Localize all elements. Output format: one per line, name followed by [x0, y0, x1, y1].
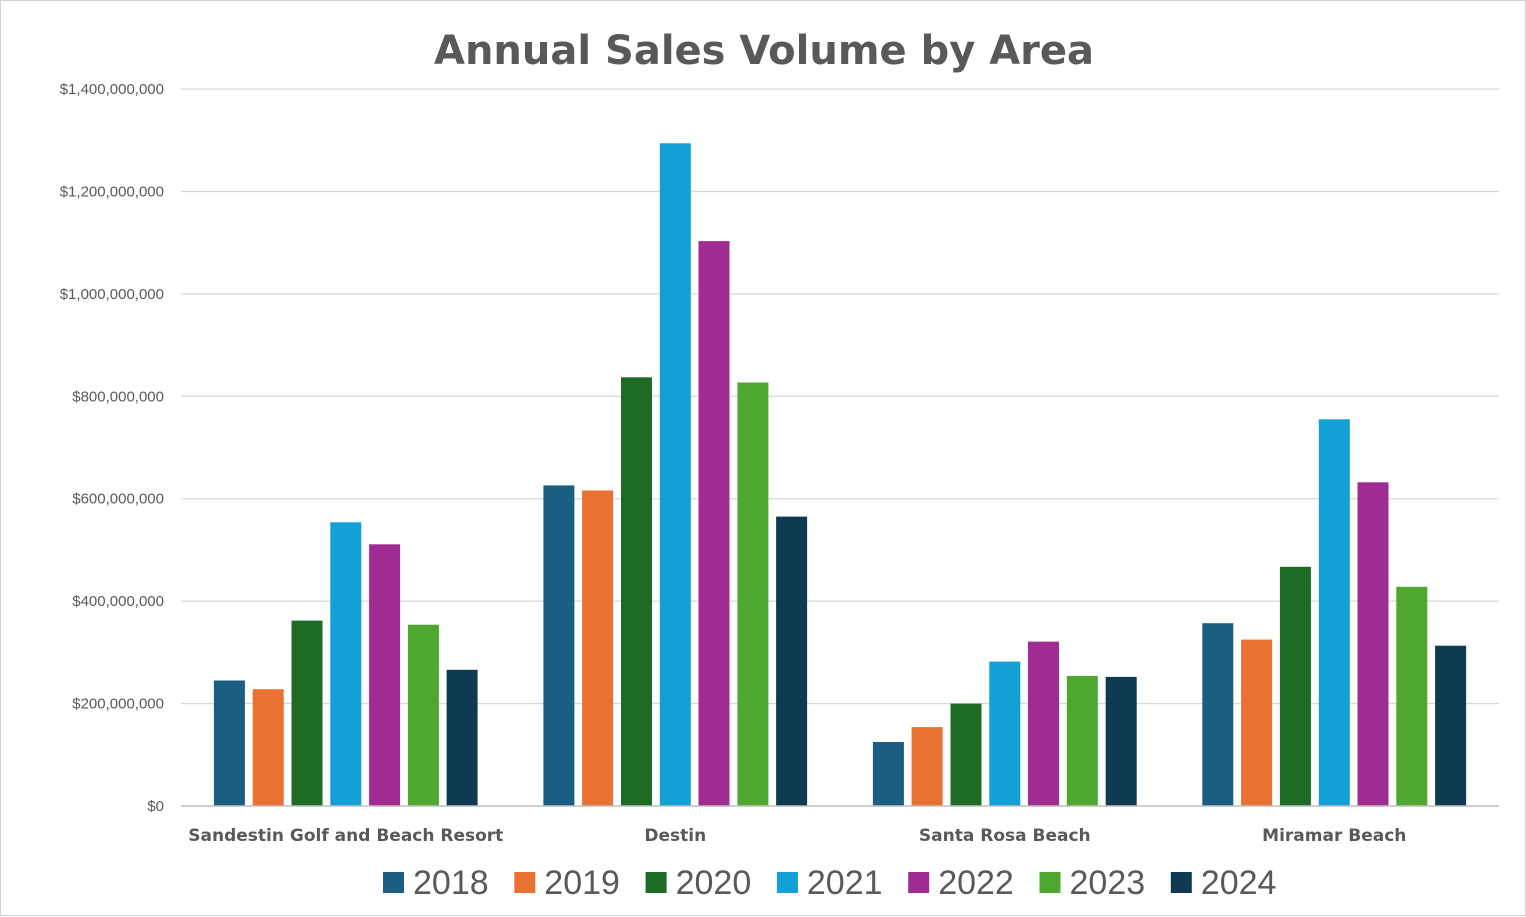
- bar-2022-2: [1028, 641, 1059, 806]
- bar-2024-3: [1435, 645, 1467, 806]
- bar-2024-0: [446, 669, 478, 806]
- bar-2023-0: [407, 624, 439, 806]
- y-axis-tick-labels: $0 $200,000,000 $400,000,000 $600,000,000 $8…: [60, 81, 164, 815]
- legend-swatch: [645, 872, 667, 893]
- bar-2018-3: [1202, 623, 1234, 806]
- y-tick-label: $1,200,000,000: [60, 183, 164, 200]
- legend: 2018 2019 2020 2021 2022 2023 2024: [383, 864, 1276, 902]
- bar-2020-0: [291, 620, 323, 806]
- legend-item-2022: 2022: [908, 864, 1014, 902]
- legend-label: 2019: [544, 864, 620, 902]
- legend-item-2019: 2019: [514, 864, 620, 902]
- legend-label: 2018: [413, 864, 489, 902]
- bar-2024-1: [776, 516, 808, 806]
- bar-2023-2: [1066, 675, 1098, 806]
- bars: [213, 143, 1467, 807]
- y-tick-label: $1,400,000,000: [60, 81, 164, 98]
- x-axis-tick-labels: Sandestin Golf and Beach Resort Destin San…: [188, 826, 1406, 846]
- y-tick-label: $800,000,000: [72, 388, 164, 405]
- legend-label: 2022: [938, 864, 1014, 902]
- legend-label: 2021: [807, 864, 883, 902]
- bar-2020-3: [1279, 566, 1311, 806]
- legend-swatch: [383, 872, 404, 893]
- chart-title: Annual Sales Volume by Area: [434, 28, 1094, 74]
- bar-2018-1: [543, 485, 575, 806]
- x-tick-label: Sandestin Golf and Beach Resort: [188, 826, 503, 846]
- legend-swatch: [1170, 872, 1192, 893]
- bar-2018-2: [872, 742, 904, 806]
- legend-label: 2023: [1070, 864, 1146, 902]
- bar-2023-3: [1396, 586, 1428, 806]
- bar-2019-3: [1241, 639, 1273, 806]
- bar-2019-1: [582, 490, 614, 806]
- bar-2021-3: [1318, 419, 1350, 806]
- x-tick-label: Santa Rosa Beach: [919, 826, 1091, 846]
- legend-swatch: [1039, 872, 1061, 893]
- bar-2023-1: [737, 382, 769, 806]
- bar-2021-1: [659, 143, 691, 807]
- bar-2020-1: [621, 377, 652, 806]
- bar-2021-0: [330, 522, 362, 806]
- legend-label: 2024: [1201, 864, 1277, 902]
- x-tick-label: Miramar Beach: [1262, 826, 1406, 846]
- y-tick-label: $1,000,000,000: [60, 286, 164, 303]
- bar-2021-2: [989, 661, 1021, 806]
- bar-2019-0: [252, 689, 284, 806]
- bar-2019-2: [911, 727, 943, 806]
- y-tick-label: $0: [147, 798, 164, 815]
- bar-2022-1: [698, 241, 730, 807]
- legend-item-2021: 2021: [776, 864, 883, 902]
- gridlines: [181, 88, 1499, 705]
- bar-2024-2: [1105, 676, 1137, 806]
- bar-2022-0: [369, 544, 401, 806]
- y-tick-label: $200,000,000: [72, 696, 164, 713]
- y-tick-label: $600,000,000: [72, 491, 164, 508]
- legend-item-2023: 2023: [1039, 864, 1146, 902]
- legend-swatch: [908, 872, 930, 893]
- legend-swatch: [776, 872, 798, 893]
- bar-2020-2: [950, 703, 982, 806]
- y-tick-label: $400,000,000: [72, 593, 164, 610]
- legend-label: 2020: [676, 864, 752, 902]
- legend-item-2024: 2024: [1170, 864, 1277, 902]
- legend-item-2020: 2020: [645, 864, 752, 902]
- bar-2018-0: [213, 680, 245, 806]
- bar-2022-3: [1357, 482, 1389, 806]
- x-tick-label: Destin: [644, 826, 706, 846]
- legend-swatch: [514, 872, 536, 893]
- legend-item-2018: 2018: [383, 864, 489, 902]
